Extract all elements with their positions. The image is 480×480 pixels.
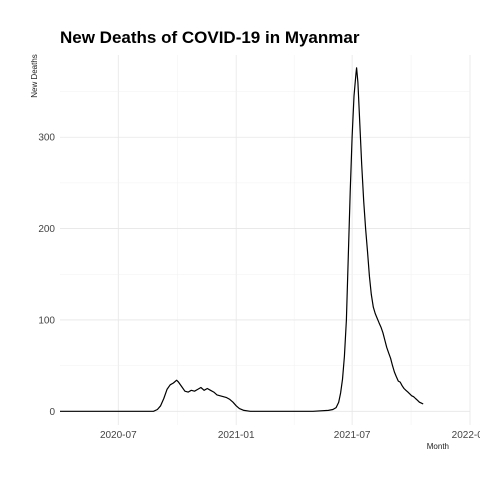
x-tick-label: 2021-01 bbox=[218, 430, 255, 441]
y-tick-label: 300 bbox=[38, 133, 55, 144]
new-deaths-series-line bbox=[60, 67, 424, 412]
x-tick-label: 2022-01 bbox=[452, 430, 480, 441]
x-tick-label: 2021-07 bbox=[334, 430, 371, 441]
y-tick-label: 0 bbox=[49, 407, 55, 418]
x-axis-title: Month bbox=[427, 442, 449, 451]
y-axis-title: New Deaths bbox=[30, 54, 39, 98]
tick-labels: 2020-07 2021-01 2021-07 2022-01 0 100 200 300 bbox=[38, 133, 480, 441]
grid-lines bbox=[60, 55, 471, 425]
y-tick-label: 200 bbox=[38, 224, 55, 235]
x-tick-label: 2020-07 bbox=[100, 430, 137, 441]
y-tick-label: 100 bbox=[38, 315, 55, 326]
series-layer bbox=[60, 67, 424, 412]
chart-title: New Deaths of COVID-19 in Myanmar bbox=[60, 28, 360, 47]
